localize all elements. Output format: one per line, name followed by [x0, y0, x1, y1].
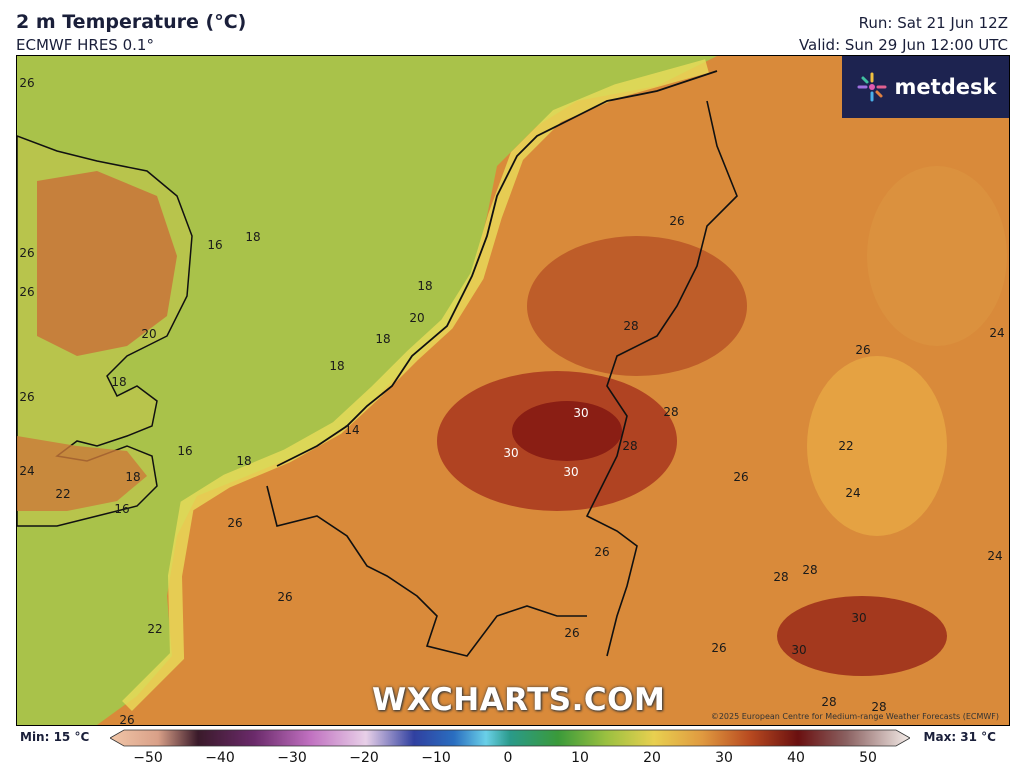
contour-label: 26 — [277, 590, 293, 604]
cooler-east — [807, 356, 947, 536]
legend-tick: 20 — [643, 750, 661, 766]
contour-label: 28 — [773, 570, 789, 584]
contour-label: 30 — [563, 465, 579, 479]
contour-label: 24 — [989, 326, 1005, 340]
contour-label: 26 — [594, 545, 610, 559]
contour-label: 16 — [114, 502, 130, 516]
contour-label: 28 — [821, 695, 837, 709]
contour-label: 28 — [623, 319, 639, 333]
valid-time: Valid: Sun 29 Jun 12:00 UTC — [798, 36, 1008, 54]
colorbar — [110, 729, 910, 747]
contour-label: 30 — [851, 611, 867, 625]
warm-north — [527, 236, 747, 376]
legend-tick: 50 — [859, 750, 877, 766]
contour-label: 22 — [838, 439, 854, 453]
legend-tick: −30 — [277, 750, 307, 766]
contour-label: 26 — [227, 516, 243, 530]
uk-warm — [37, 171, 177, 356]
wxcharts-watermark: WXCHARTS.COM — [372, 682, 666, 718]
hot-core-inner — [512, 401, 622, 461]
legend-tick: 0 — [503, 750, 513, 766]
contour-label: 28 — [663, 405, 679, 419]
contour-label: 24 — [19, 464, 35, 478]
legend-tick: 10 — [571, 750, 589, 766]
legend-tick: 30 — [715, 750, 733, 766]
legend-min: Min: 15 °C — [20, 730, 90, 744]
legend: Min: 15 °C Max: 31 °C — [0, 728, 1024, 784]
contour-label: 24 — [987, 549, 1003, 563]
contour-label: 26 — [855, 343, 871, 357]
ecmwf-copyright: ©2025 European Centre for Medium-range W… — [710, 712, 999, 721]
contour-label: 18 — [236, 454, 252, 468]
contour-label: 18 — [125, 470, 141, 484]
contour-label: 22 — [147, 622, 163, 636]
contour-label: 18 — [329, 359, 345, 373]
contour-label: 26 — [19, 285, 35, 299]
run-time: Run: Sat 21 Jun 12Z — [858, 14, 1008, 32]
contour-label: 22 — [55, 487, 71, 501]
coastline — [276, 70, 718, 467]
metdesk-logo-text: metdesk — [894, 75, 997, 99]
contour-label: 16 — [207, 238, 223, 252]
contour-label: 14 — [344, 423, 360, 437]
legend-tick: −50 — [133, 750, 163, 766]
contour-label: 26 — [19, 390, 35, 404]
contour-label: 26 — [119, 713, 135, 726]
north-sea — [17, 56, 717, 725]
metdesk-logo-icon — [857, 72, 887, 102]
metdesk-banner: metdesk — [842, 56, 1009, 118]
legend-tick: −10 — [421, 750, 451, 766]
country-border — [585, 100, 738, 657]
country-border-2 — [266, 485, 587, 657]
model-name: ECMWF HRES 0.1° — [16, 36, 154, 54]
contour-label: 26 — [669, 214, 685, 228]
contour-label: 24 — [845, 486, 861, 500]
contour-label: 18 — [417, 279, 433, 293]
contour-label: 30 — [791, 643, 807, 657]
contour-label: 26 — [19, 76, 35, 90]
contour-label: 18 — [111, 375, 127, 389]
contour-label: 26 — [711, 641, 727, 655]
contour-label: 28 — [871, 700, 887, 714]
contour-label: 26 — [564, 626, 580, 640]
temperature-map: metdesk 26 26 26 16 18 18 20 20 18 18 18… — [16, 55, 1010, 726]
chart-title: 2 m Temperature (°C) — [16, 11, 247, 33]
contour-label: 28 — [622, 439, 638, 453]
hot-core-east — [777, 596, 947, 676]
contour-label: 16 — [177, 444, 193, 458]
contour-label: 28 — [802, 563, 818, 577]
contour-label: 30 — [503, 446, 519, 460]
legend-tick: −40 — [205, 750, 235, 766]
contour-label: 18 — [375, 332, 391, 346]
contour-label: 30 — [573, 406, 589, 420]
legend-tick: −20 — [349, 750, 379, 766]
legend-max: Max: 31 °C — [923, 730, 996, 744]
cooler-ne — [867, 166, 1007, 346]
uk-south — [17, 436, 147, 511]
legend-tick: 40 — [787, 750, 805, 766]
contour-label: 20 — [141, 327, 157, 341]
contour-label: 26 — [19, 246, 35, 260]
map-canvas — [17, 56, 1009, 725]
contour-label: 26 — [733, 470, 749, 484]
contour-label: 20 — [409, 311, 425, 325]
contour-label: 18 — [245, 230, 261, 244]
